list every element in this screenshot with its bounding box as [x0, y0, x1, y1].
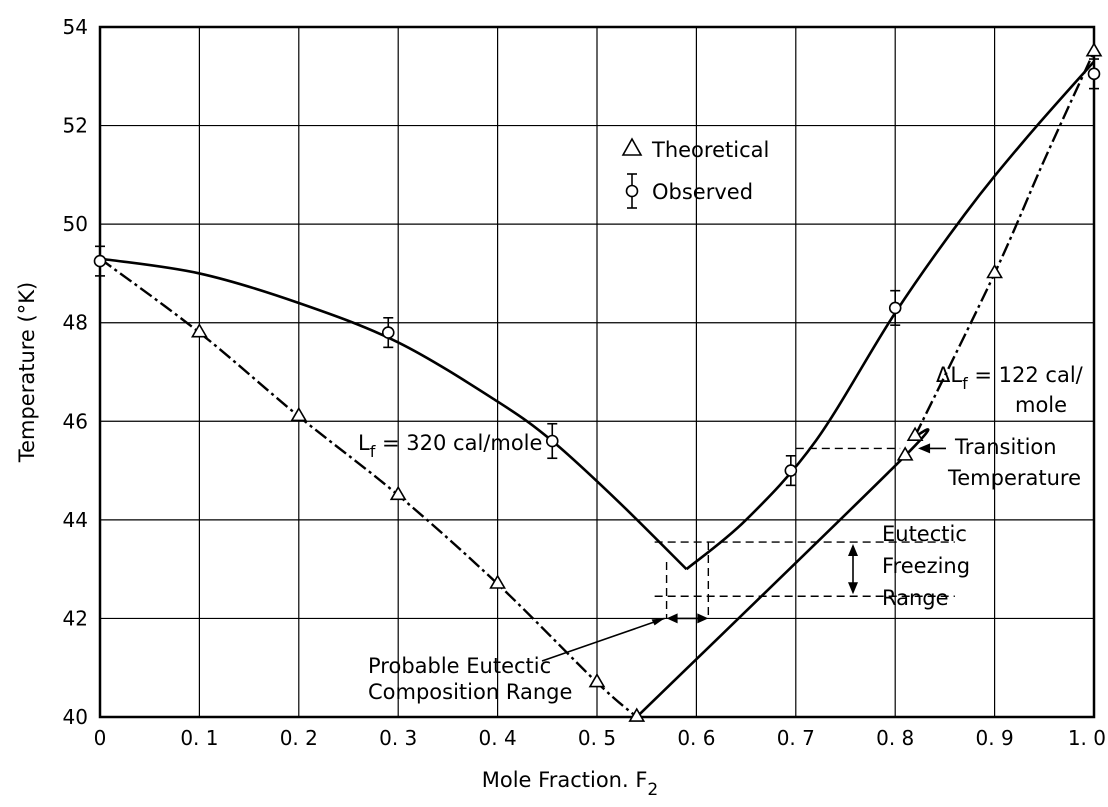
theoretical-point: [906, 426, 924, 441]
x-axis-label: Mole Fraction. F2: [482, 768, 658, 800]
annotation-lf-left: Lf = 320 cal/mole: [358, 431, 542, 461]
composition-leader-arrowhead: [651, 618, 665, 626]
legend: Theoretical Observed: [621, 137, 769, 209]
plot-frame: [98, 25, 1096, 719]
x-tick-label: 1. 0: [1068, 726, 1106, 750]
x-tick-label: 0. 8: [876, 726, 914, 750]
legend-triangle-icon: [621, 137, 643, 156]
y-tick-label: 42: [63, 606, 88, 630]
theoretical-point: [389, 485, 407, 501]
observed-point: [381, 326, 395, 339]
annotation-eutectic-line1: Eutectic: [882, 522, 967, 546]
observed-point: [545, 434, 559, 448]
annotation-lf-right: ΔLf = 122 cal/: [936, 363, 1084, 393]
legend-circle-icon: [625, 184, 639, 198]
y-axis-label: Temperature (°K): [15, 282, 39, 463]
x-tick-label: 0. 7: [777, 726, 815, 750]
x-tick-label: 0. 4: [479, 726, 517, 750]
composition-range-arrowhead-left: [666, 613, 678, 624]
composition-range-arrowhead-right: [697, 613, 709, 624]
observed-point: [784, 464, 798, 477]
theoretical-point: [628, 707, 646, 722]
annotation-eutectic-line2: Freezing: [882, 554, 970, 578]
theoretical-point: [896, 446, 914, 461]
x-tick-label: 0. 3: [379, 726, 417, 750]
annotation-transition-line1: Transition: [954, 435, 1057, 459]
annotation-lf-right-line2: mole: [1015, 393, 1067, 417]
annotation-graphics: [541, 443, 955, 662]
legend-label-observed: Observed: [652, 180, 753, 204]
x-tick-label: 0. 6: [677, 726, 715, 750]
curves: [99, 51, 1096, 718]
theoretical-point: [1085, 42, 1103, 57]
eutectic-range-arrowhead-bottom: [848, 582, 858, 595]
y-tick-label: 54: [63, 15, 88, 39]
x-tick-label: 0: [94, 726, 107, 750]
x-tick-label: 0. 5: [578, 726, 616, 750]
tick-labels: 0 0. 1 0. 2 0. 3 0. 4 0. 5 0. 6 0. 7 0. 8 0. 9 1. …: [63, 15, 1106, 750]
y-tick-label: 44: [63, 508, 88, 532]
y-tick-label: 48: [63, 311, 88, 335]
solid-curve: [635, 428, 930, 718]
y-tick-label: 52: [63, 114, 88, 138]
y-tick-label: 46: [63, 409, 88, 433]
x-tick-label: 0. 9: [976, 726, 1014, 750]
theoretical-point: [290, 406, 308, 422]
observed-point: [1087, 67, 1101, 81]
x-tick-label: 0. 2: [280, 726, 318, 750]
y-tick-label: 50: [63, 212, 88, 236]
annotation-probable-line2: Composition Range: [368, 680, 572, 704]
markers: [93, 42, 1103, 722]
transition-arrowhead: [918, 443, 931, 454]
x-axis-label-subscript: 2: [647, 780, 658, 800]
theoretical-point: [986, 263, 1003, 279]
observed-point: [93, 254, 107, 268]
theoretical-point: [588, 672, 606, 688]
x-axis-label-main: Mole Fraction. F: [482, 768, 648, 792]
y-tick-label: 40: [63, 705, 88, 729]
annotation-eutectic-line3: Range: [882, 586, 949, 610]
legend-label-theoretical: Theoretical: [651, 138, 769, 162]
dashdot-curve: [99, 257, 638, 718]
observed-point: [888, 301, 902, 315]
composition-leader-line: [541, 617, 665, 662]
theoretical-point: [489, 574, 506, 589]
annotation-transition-line2: Temperature: [947, 466, 1081, 490]
grid: [100, 27, 1094, 717]
solid-curve: [99, 257, 688, 571]
annotation-probable-line1: Probable Eutectic: [368, 654, 551, 678]
theoretical-point: [191, 323, 208, 338]
dashdot-curve: [914, 51, 1096, 437]
eutectic-range-arrowhead-top: [848, 544, 858, 557]
x-tick-label: 0. 1: [180, 726, 218, 750]
